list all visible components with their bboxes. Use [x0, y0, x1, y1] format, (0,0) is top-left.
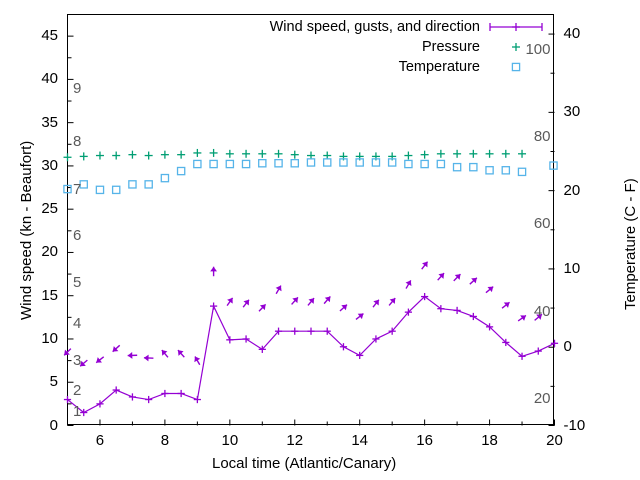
legend-item-wind: Wind speed, gusts, and direction — [269, 19, 480, 35]
y-tick-label: 30 — [41, 156, 58, 174]
y-tick-label: 15 — [41, 286, 58, 304]
y-tick-label: 25 — [41, 200, 58, 218]
y2-tick-label: 10 — [563, 259, 581, 277]
legend-item-temperature: Temperature — [398, 59, 480, 75]
y-tick-label: 45 — [41, 27, 58, 45]
fahrenheit-label: 60 — [533, 215, 551, 233]
fahrenheit-label: 80 — [533, 128, 551, 146]
x-tick-label: 18 — [481, 431, 498, 449]
y-axis-ticks — [67, 35, 74, 426]
y2-tick-label: 40 — [563, 25, 581, 43]
fahrenheit-label: 40 — [533, 302, 551, 320]
legend-samples — [489, 23, 543, 72]
beaufort-label: 1 — [73, 402, 82, 420]
x-tick-label: 10 — [221, 431, 239, 449]
plot-frame — [67, 14, 554, 425]
beaufort-label: 3 — [73, 352, 82, 370]
beaufort-label: 2 — [73, 381, 82, 399]
x-tick-label: 14 — [351, 431, 369, 449]
beaufort-label: 9 — [73, 79, 82, 97]
series-wind-speed — [63, 292, 559, 417]
y-tick-label: 5 — [49, 373, 58, 391]
x-tick-label: 16 — [416, 431, 433, 449]
series-temperature — [63, 158, 558, 195]
x-tick-label: 8 — [160, 431, 170, 449]
y2-axis-title: Temperature (C - F) — [622, 178, 639, 310]
y-tick-label: 10 — [41, 329, 58, 347]
y-tick-label: 40 — [41, 70, 58, 88]
beaufort-label: 4 — [73, 315, 82, 333]
series-pressure — [63, 148, 527, 162]
x-tick-label: 12 — [286, 431, 304, 449]
beaufort-label: 7 — [73, 181, 82, 198]
y-tick-label: 35 — [41, 113, 58, 131]
beaufort-label: 5 — [73, 273, 82, 291]
y2-axis-ticks — [548, 33, 555, 426]
fahrenheit-label: 100 — [525, 41, 551, 59]
y2-tick-label: 20 — [563, 181, 581, 199]
beaufort-label: 8 — [73, 133, 82, 151]
y-axis-title: Wind speed (kn - Beaufort) — [18, 140, 35, 320]
y-tick-label: 0 — [49, 416, 58, 434]
legend: Wind speed, gusts, and direction Pressur… — [230, 17, 480, 77]
beaufort-label: 6 — [73, 226, 82, 244]
fahrenheit-label: 20 — [533, 389, 551, 407]
x-tick-label: 6 — [95, 431, 105, 449]
y2-tick-label: -10 — [563, 416, 586, 434]
series-wind-gusts — [63, 261, 543, 367]
x-axis-ticks — [67, 419, 555, 426]
y-tick-label: 20 — [41, 243, 58, 261]
x-axis-title: Local time (Atlantic/Canary) — [212, 455, 397, 472]
y2-tick-label: 0 — [563, 338, 572, 356]
x-tick-label: 20 — [546, 431, 563, 449]
y2-tick-label: 30 — [563, 103, 581, 121]
legend-item-pressure: Pressure — [421, 39, 480, 55]
